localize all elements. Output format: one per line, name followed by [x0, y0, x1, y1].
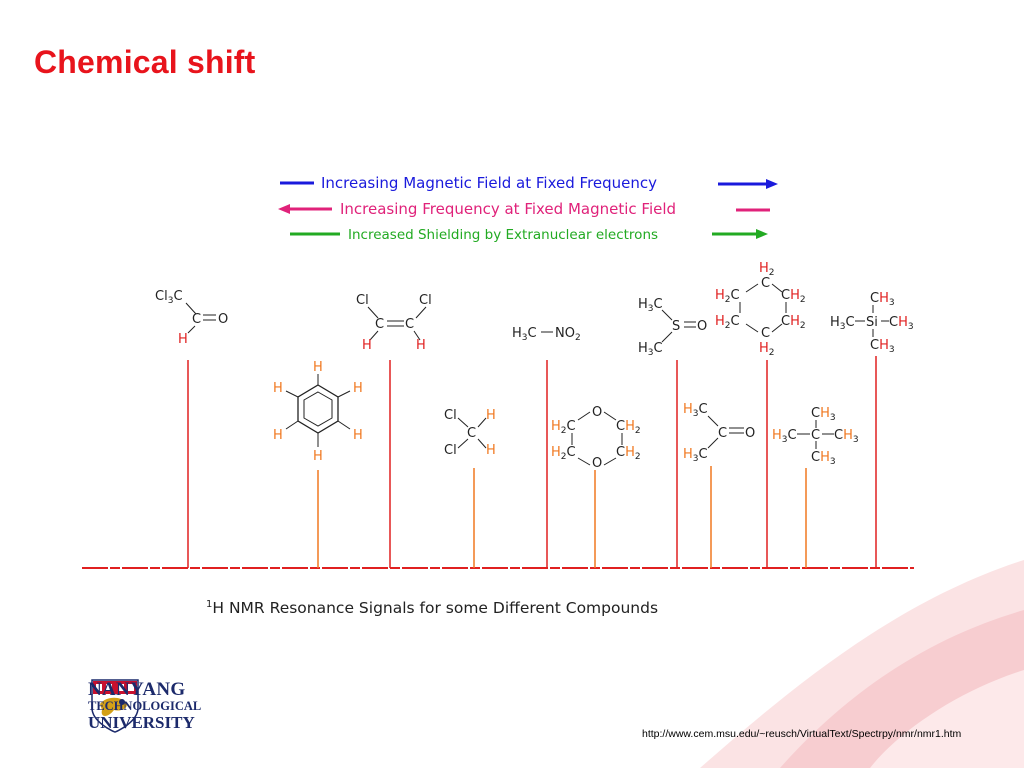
svg-text:H3C: H3C [830, 315, 855, 332]
svg-text:H: H [353, 381, 363, 396]
svg-text:O: O [697, 319, 707, 334]
logo-line-1: NANYANG [88, 679, 186, 700]
svg-text:H2C: H2C [715, 314, 740, 331]
svg-text:H3C: H3C [638, 297, 663, 314]
svg-text:H: H [178, 332, 188, 347]
svg-text:H: H [486, 443, 496, 458]
svg-text:H3C: H3C [512, 326, 537, 343]
svg-text:H: H [416, 338, 426, 353]
svg-text:C: C [192, 312, 201, 327]
svg-text:CH3: CH3 [811, 450, 836, 467]
svg-text:O: O [218, 312, 228, 327]
arrow-label-magnetic: Increasing Magnetic Field at Fixed Frequ… [321, 174, 657, 192]
svg-text:CH2: CH2 [781, 288, 806, 305]
svg-text:O: O [592, 456, 602, 471]
svg-text:C: C [718, 426, 727, 441]
molecule-dichloromethane: Cl Cl C H H [444, 408, 496, 458]
svg-text:H: H [362, 338, 372, 353]
svg-text:H2C: H2C [551, 419, 576, 436]
molecule-benzene: H H H H H H [273, 360, 363, 464]
svg-text:Cl3C: Cl3C [155, 289, 183, 306]
arrow-legend-frequency: Increasing Frequency at Fixed Magnetic F… [278, 200, 770, 218]
svg-text:H: H [273, 381, 283, 396]
svg-text:S: S [672, 319, 680, 334]
svg-text:O: O [592, 405, 602, 420]
svg-text:C: C [761, 326, 770, 341]
svg-text:C: C [405, 317, 414, 332]
arrow-legend-shielding: Increased Shielding by Extranuclear elec… [290, 227, 768, 243]
svg-text:H: H [353, 428, 363, 443]
svg-text:H3C: H3C [683, 447, 708, 464]
molecule-dioxane: O O H2C H2C CH2 CH2 [551, 405, 641, 471]
molecule-acetone: H3C H3C C O [683, 402, 755, 464]
signal-lines [187, 356, 877, 568]
caption-text: H NMR Resonance Signals for some Differe… [212, 599, 658, 617]
spectrum-caption: 1H NMR Resonance Signals for some Differ… [206, 599, 658, 617]
source-url: http://www.cem.msu.edu/~reusch/VirtualTe… [642, 728, 962, 740]
svg-text:CH3: CH3 [870, 338, 895, 355]
svg-text:H: H [313, 449, 323, 464]
svg-text:C: C [811, 428, 820, 443]
molecule-trichloroacetaldehyde: Cl3C C O H [155, 289, 228, 347]
svg-text:Cl: Cl [444, 408, 457, 423]
arrow-label-shielding: Increased Shielding by Extranuclear elec… [348, 227, 658, 243]
molecule-tms: CH3 H3C Si CH3 CH3 [830, 291, 914, 355]
svg-text:CH3: CH3 [834, 428, 859, 445]
svg-text:Cl: Cl [444, 443, 457, 458]
svg-text:O: O [745, 426, 755, 441]
svg-text:C: C [467, 426, 476, 441]
svg-text:Cl: Cl [419, 293, 432, 308]
arrow-label-frequency: Increasing Frequency at Fixed Magnetic F… [340, 200, 676, 218]
svg-text:H3C: H3C [638, 341, 663, 358]
logo-line-3: UNIVERSITY [88, 712, 195, 732]
svg-text:CH2: CH2 [616, 445, 641, 462]
molecule-dichloroethylene: Cl Cl C C H H [356, 293, 432, 353]
svg-text:C: C [761, 276, 770, 291]
molecule-neopentane: CH3 H3C C CH3 CH3 [772, 406, 859, 467]
caption-superscript: 1 [206, 599, 212, 610]
svg-text:Cl: Cl [356, 293, 369, 308]
university-logo-text: NANYANG TECHNOLOGICAL UNIVERSITY [88, 680, 201, 731]
svg-text:H: H [273, 428, 283, 443]
molecule-cyclohexane: H2 C H2C CH2 H2C CH2 C H2 [715, 261, 806, 358]
svg-text:H3C: H3C [683, 402, 708, 419]
svg-text:H2C: H2C [551, 445, 576, 462]
arrow-legend-magnetic-field: Increasing Magnetic Field at Fixed Frequ… [280, 174, 778, 192]
logo-line-2: TECHNOLOGICAL [88, 699, 202, 713]
svg-text:C: C [375, 317, 384, 332]
svg-text:H: H [486, 408, 496, 423]
svg-text:CH3: CH3 [870, 291, 895, 308]
svg-text:H3C: H3C [772, 428, 797, 445]
svg-text:Si: Si [866, 315, 878, 330]
svg-text:NO2: NO2 [555, 326, 581, 343]
svg-text:H2C: H2C [715, 288, 740, 305]
svg-text:H2: H2 [759, 341, 775, 358]
svg-text:CH3: CH3 [811, 406, 836, 423]
svg-text:CH3: CH3 [889, 315, 914, 332]
svg-text:CH2: CH2 [781, 314, 806, 331]
svg-text:CH2: CH2 [616, 419, 641, 436]
molecule-dmso: H3C H3C S O [638, 297, 707, 358]
svg-text:H: H [313, 360, 323, 375]
molecule-nitromethane: H3C NO2 [512, 326, 581, 343]
slide-title: Chemical shift [34, 44, 256, 80]
university-crest-icon [91, 679, 139, 733]
